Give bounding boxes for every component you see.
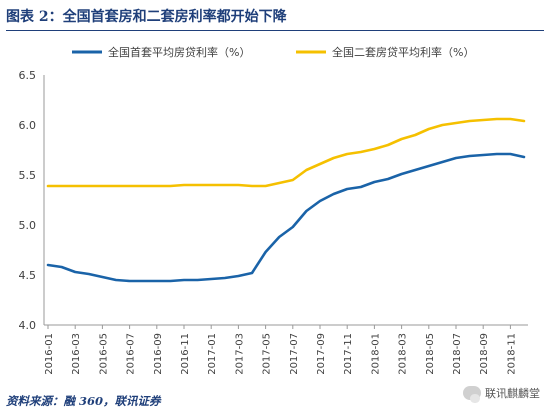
x-tick-label: 2018-03 <box>398 333 409 375</box>
x-tick-label: 2018-01 <box>370 333 381 375</box>
x-tick-label: 2016-01 <box>44 333 55 375</box>
x-tick-label: 2018-09 <box>479 333 490 375</box>
x-tick-label: 2018-07 <box>452 333 463 375</box>
y-tick-label: 5.5 <box>19 169 37 182</box>
x-tick-label: 2017-07 <box>289 333 300 375</box>
x-tick-label: 2016-11 <box>180 333 191 375</box>
figure-title: 图表 2：全国首套房和二套房利率都开始下降 <box>6 9 287 25</box>
x-tick-label: 2017-01 <box>207 333 218 375</box>
title-divider <box>6 30 544 31</box>
y-tick-label: 6.0 <box>19 119 37 132</box>
x-tick-label: 2018-05 <box>425 333 436 375</box>
x-tick-label: 2016-09 <box>153 333 164 375</box>
x-tick-label: 2016-07 <box>126 333 137 375</box>
x-tick-label: 2016-03 <box>71 333 82 375</box>
source-note: 资料来源：融 360，联讯证券 <box>6 394 161 408</box>
y-tick-label: 4.0 <box>19 319 37 332</box>
line-chart: 4.0 4.5 5.0 5.5 6.0 6.5 2016-01 2016-03 2016-05 2… <box>19 45 528 375</box>
wechat-icon <box>463 386 481 403</box>
legend-label-2: 全国二套房贷平均利率（%） <box>332 45 474 59</box>
x-tick-label: 2018-11 <box>506 333 517 375</box>
x-tick-label: 2016-05 <box>98 333 109 375</box>
y-tick-label: 4.5 <box>19 269 37 282</box>
y-tick-label: 6.5 <box>19 69 37 82</box>
x-tick-label: 2017-09 <box>316 333 327 375</box>
y-tick-label: 5.0 <box>19 219 37 232</box>
watermark: 联讯麒麟堂 <box>463 385 540 403</box>
x-tick-label: 2017-05 <box>262 333 273 375</box>
legend-label-1: 全国首套平均房贷利率（%） <box>108 45 250 59</box>
x-tick-label: 2017-03 <box>234 333 245 375</box>
series-line-2 <box>46 117 526 188</box>
x-tick-label: 2017-11 <box>343 333 354 375</box>
watermark-text: 联讯麒麟堂 <box>485 387 540 400</box>
series-line-1 <box>46 152 526 283</box>
